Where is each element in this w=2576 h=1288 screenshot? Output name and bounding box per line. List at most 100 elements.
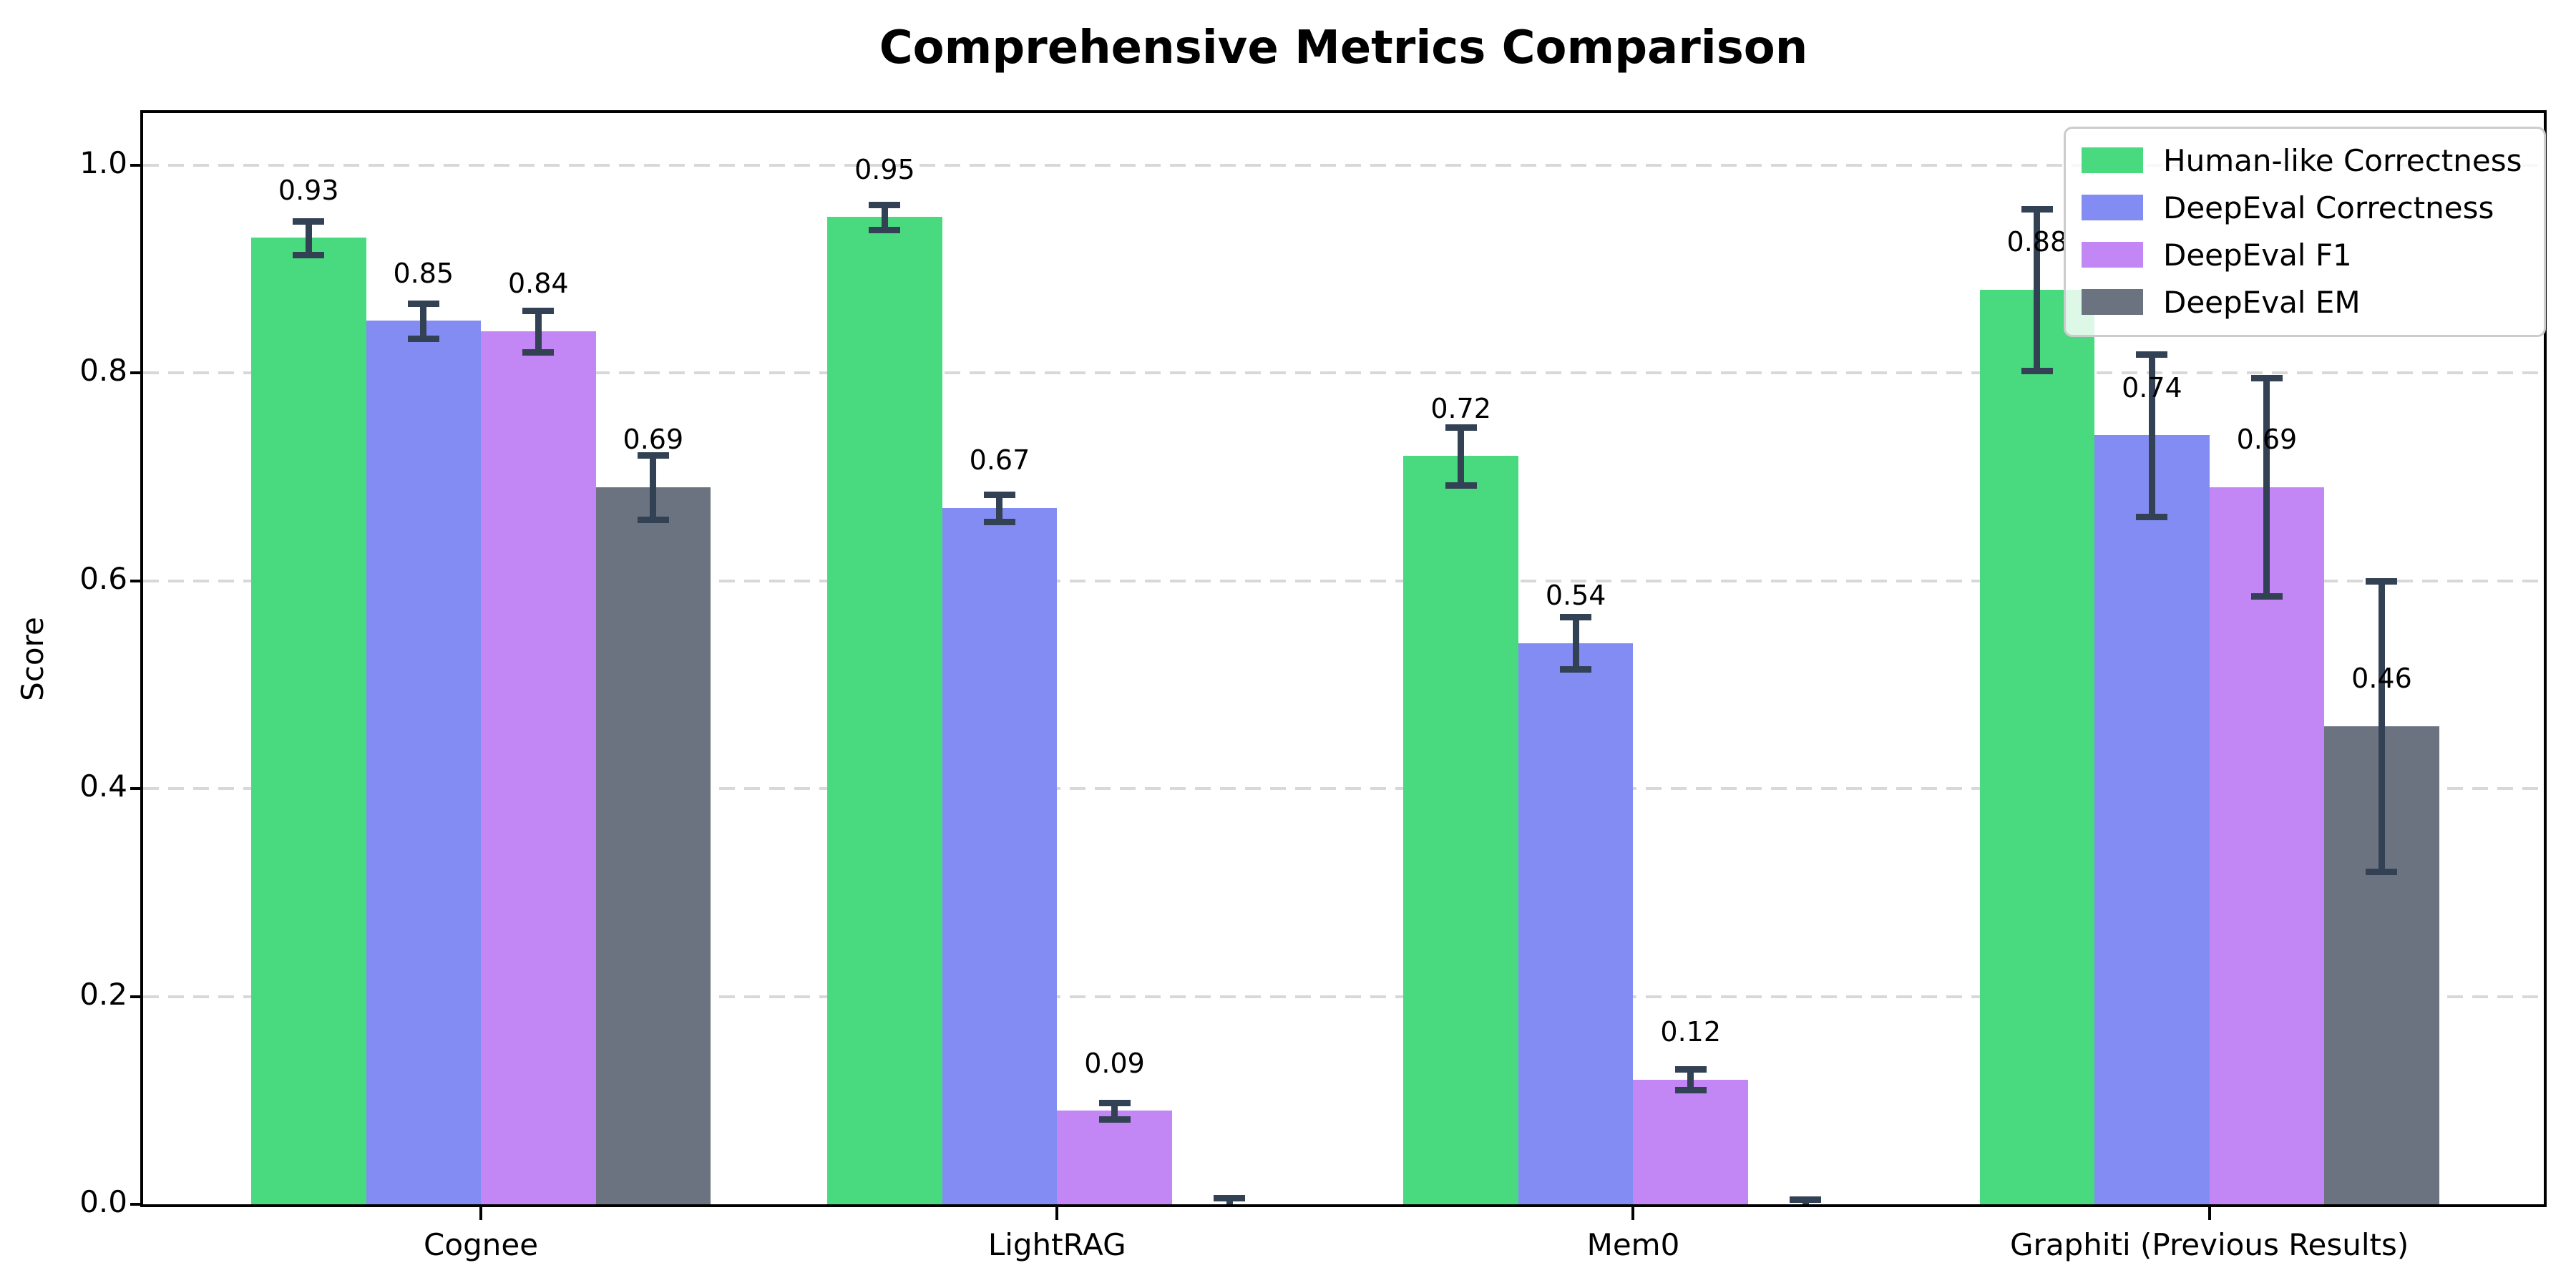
- legend: Human-like Correctness DeepEval Correctne…: [2064, 127, 2546, 337]
- y-gridline: [143, 371, 2544, 375]
- y-gridline: [143, 163, 2544, 167]
- bar-value-label: 0.67: [969, 444, 1030, 477]
- y-tick-label: 0.0: [79, 1184, 127, 1219]
- error-bar-line: [1111, 1102, 1118, 1119]
- legend-swatch: [2082, 289, 2143, 315]
- error-bar-cap-top: [1214, 1195, 1246, 1202]
- bar: [1403, 456, 1518, 1204]
- x-tick-mark: [479, 1207, 483, 1220]
- y-tick-mark: [130, 995, 143, 998]
- x-tick-mark: [1055, 1207, 1059, 1220]
- error-bar-line: [1572, 617, 1579, 669]
- error-bar-cap-top: [983, 492, 1015, 499]
- bar: [366, 321, 482, 1204]
- x-tick-label: LightRAG: [987, 1227, 1126, 1262]
- y-tick-mark: [130, 163, 143, 167]
- error-bar-line: [305, 221, 312, 255]
- y-tick-label: 1.0: [79, 145, 127, 180]
- legend-item: DeepEval F1: [2082, 236, 2522, 273]
- error-bar-line: [996, 494, 1003, 522]
- bar: [942, 507, 1058, 1204]
- error-bar-line: [1687, 1069, 1694, 1091]
- error-bar-line: [2034, 208, 2041, 371]
- error-bar-line: [420, 303, 427, 339]
- bar: [595, 487, 711, 1204]
- error-bar-cap-bottom: [1560, 666, 1592, 673]
- bar-value-label: 0.88: [2006, 226, 2068, 258]
- legend-item: DeepEval Correctness: [2082, 189, 2522, 226]
- bar: [2094, 435, 2210, 1204]
- error-bar-cap-top: [1098, 1099, 1131, 1106]
- chart-title: Comprehensive Metrics Comparison: [879, 21, 1808, 74]
- bar-value-label: 0.84: [508, 268, 569, 300]
- bar: [1633, 1079, 1748, 1204]
- error-bar-cap-bottom: [869, 226, 901, 233]
- x-tick-label: Graphiti (Previous Results): [2010, 1227, 2409, 1262]
- error-bar-cap-bottom: [293, 251, 325, 258]
- error-bar-cap-top: [2136, 351, 2168, 358]
- y-tick-label: 0.2: [79, 976, 127, 1012]
- bar-value-label: 0.93: [278, 174, 339, 206]
- bar: [481, 331, 596, 1204]
- error-bar-cap-bottom: [1674, 1087, 1707, 1094]
- bar: [827, 217, 942, 1204]
- error-bar-line: [535, 310, 542, 353]
- y-tick-mark: [130, 579, 143, 582]
- error-bar-cap-top: [2366, 577, 2398, 585]
- error-bar-line: [2263, 378, 2270, 597]
- y-tick-mark: [130, 371, 143, 375]
- error-bar-line: [1458, 426, 1465, 485]
- error-bar-cap-bottom: [983, 518, 1015, 525]
- x-tick-mark: [2207, 1207, 2211, 1220]
- legend-item-label: DeepEval EM: [2163, 284, 2361, 320]
- x-tick-mark: [1631, 1207, 1635, 1220]
- error-bar-cap-top: [1445, 424, 1477, 431]
- bar-value-label: 0.95: [854, 153, 915, 185]
- bar-value-label: 0.72: [1430, 392, 1491, 424]
- bar-value-label: 0.85: [393, 257, 454, 289]
- legend-item: Human-like Correctness: [2082, 142, 2522, 179]
- y-tick-mark: [130, 1203, 143, 1206]
- error-bar-cap-top: [293, 218, 325, 225]
- error-bar-cap-top: [407, 300, 439, 307]
- y-gridline: [143, 787, 2544, 791]
- error-bar-cap-top: [1560, 614, 1592, 621]
- x-tick-label: Mem0: [1586, 1227, 1680, 1262]
- bar-value-label: 0.69: [2236, 424, 2298, 456]
- y-tick-label: 0.8: [79, 353, 127, 389]
- error-bar-cap-bottom: [637, 516, 669, 523]
- error-bar-cap-top: [637, 452, 669, 459]
- error-bar-cap-top: [1674, 1066, 1707, 1073]
- bar-value-label: 0.54: [1545, 580, 1606, 612]
- bar: [1518, 643, 1634, 1204]
- error-bar-cap-top: [2021, 205, 2053, 213]
- error-bar-cap-top: [1790, 1196, 1822, 1203]
- bar-value-label: 0.74: [2122, 371, 2182, 404]
- y-gridline: [143, 995, 2544, 998]
- error-bar-cap-bottom: [2250, 593, 2283, 600]
- x-tick-label: Cognee: [424, 1227, 539, 1262]
- bar-value-label: 0.12: [1660, 1016, 1721, 1048]
- error-bar-cap-top: [522, 307, 555, 314]
- error-bar-cap-bottom: [2366, 869, 2398, 876]
- error-bar-line: [2378, 580, 2385, 872]
- error-bar-cap-bottom: [2136, 513, 2168, 520]
- legend-item-label: DeepEval Correctness: [2163, 190, 2494, 225]
- error-bar-cap-bottom: [407, 336, 439, 343]
- bar-value-label: 0.69: [623, 424, 684, 456]
- error-bar-line: [650, 454, 657, 519]
- error-bar-cap-top: [2250, 375, 2283, 382]
- axes-border: [140, 110, 2547, 1207]
- legend-swatch: [2082, 195, 2143, 220]
- legend-swatch: [2082, 147, 2143, 173]
- bar: [1979, 289, 2095, 1204]
- bar-value-label: 0.09: [1084, 1047, 1145, 1079]
- y-gridline: [143, 579, 2544, 582]
- error-bar-cap-bottom: [1445, 482, 1477, 489]
- error-bar-cap-bottom: [2021, 368, 2053, 375]
